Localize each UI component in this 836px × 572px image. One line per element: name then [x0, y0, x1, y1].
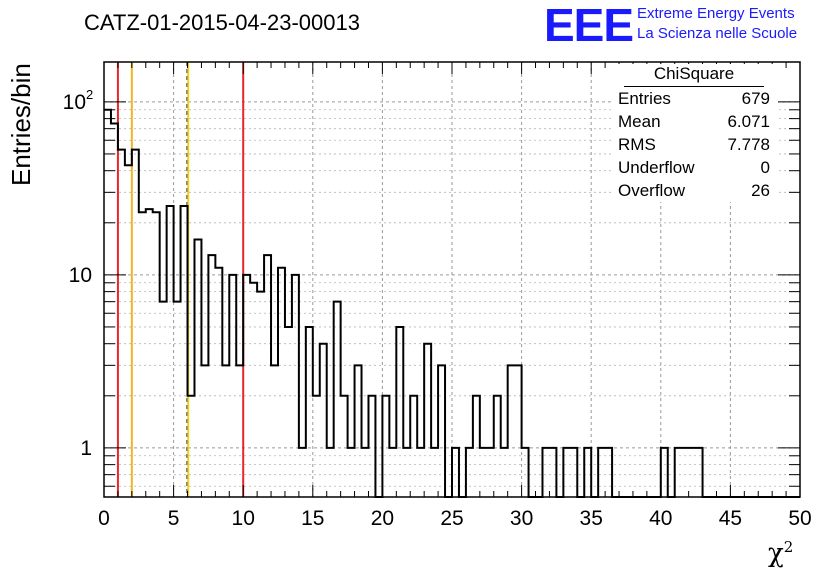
x-tick-labels: 0 5 10 15 20 25 30 35 40 45 50 — [98, 507, 812, 530]
x-tick-label: 40 — [649, 507, 672, 530]
x-axis-label-base: χ — [768, 538, 784, 569]
stats-box: ChiSquare Entries 679 Mean 6.071 RMS 7.778 Und… — [612, 64, 778, 202]
stat-label: Underflow — [618, 158, 695, 177]
logo-caption: Extreme Energy Events La Scienza nelle S… — [637, 4, 797, 44]
y-tick-label: 10 — [69, 264, 92, 287]
stat-row-rms: RMS 7.778 — [612, 133, 778, 156]
stat-value: 26 — [751, 181, 770, 200]
x-tick-label: 50 — [788, 507, 811, 530]
stat-row-underflow: Underflow 0 — [612, 156, 778, 179]
stat-value: 0 — [760, 158, 770, 177]
y-tick-label: 10 — [63, 91, 86, 114]
stat-label: RMS — [618, 135, 656, 154]
chart-title: CATZ-01-2015-04-23-00013 — [84, 10, 360, 35]
y-tick-label-exponent: 2 — [86, 87, 93, 102]
x-axis-label-exponent: 2 — [783, 538, 794, 556]
x-tick-label: 30 — [510, 507, 533, 530]
logo-line-1: Extreme Energy Events — [637, 5, 795, 22]
x-tick-label: 5 — [168, 507, 180, 530]
x-tick-label: 15 — [301, 507, 324, 530]
x-axis-label: χ2 — [768, 538, 793, 569]
x-tick-label: 35 — [580, 507, 603, 530]
stat-row-overflow: Overflow 26 — [612, 179, 778, 202]
x-tick-label: 45 — [719, 507, 742, 530]
eee-logo: EEE — [544, 0, 634, 51]
x-tick-label: 25 — [440, 507, 463, 530]
y-axis-label: Entries/bin — [6, 63, 36, 186]
stat-value: 679 — [741, 89, 770, 108]
stat-label: Entries — [618, 89, 671, 108]
y-tick-label: 1 — [80, 437, 92, 460]
stat-row-mean: Mean 6.071 — [612, 110, 778, 133]
x-tick-label: 20 — [371, 507, 394, 530]
stat-label: Overflow — [618, 181, 686, 200]
stats-title: ChiSquare — [624, 64, 764, 87]
stat-value: 7.778 — [727, 135, 770, 154]
x-tick-label: 10 — [232, 507, 255, 530]
stat-value: 6.071 — [727, 112, 770, 131]
x-tick-label: 0 — [98, 507, 110, 530]
logo-line-2: La Scienza nelle Scuole — [637, 25, 798, 42]
stat-label: Mean — [618, 112, 661, 131]
stats-rows: Entries 679 Mean 6.071 RMS 7.778 Underflow 0 Ove… — [612, 87, 778, 202]
stat-row-entries: Entries 679 — [612, 87, 778, 110]
